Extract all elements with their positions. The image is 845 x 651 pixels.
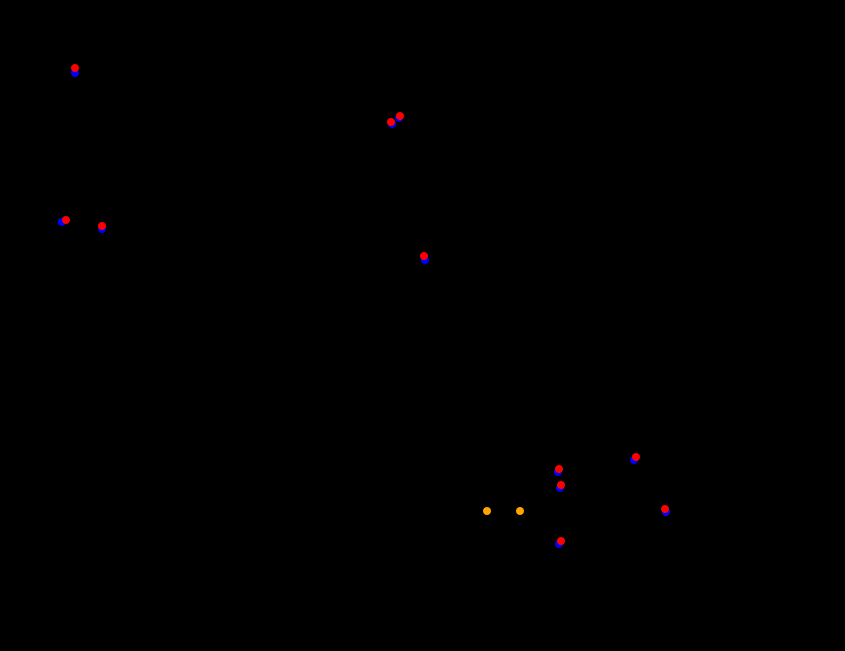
scatter-chart — [0, 0, 845, 651]
point-red — [71, 64, 79, 72]
point-red — [632, 453, 640, 461]
point-red — [387, 118, 395, 126]
point-orange — [483, 507, 491, 515]
point-red — [98, 222, 106, 230]
point-red — [62, 216, 70, 224]
point-orange — [516, 507, 524, 515]
point-red — [420, 252, 428, 260]
point-red — [555, 465, 563, 473]
point-red — [396, 112, 404, 120]
point-red — [557, 537, 565, 545]
point-red — [661, 505, 669, 513]
point-red — [557, 481, 565, 489]
